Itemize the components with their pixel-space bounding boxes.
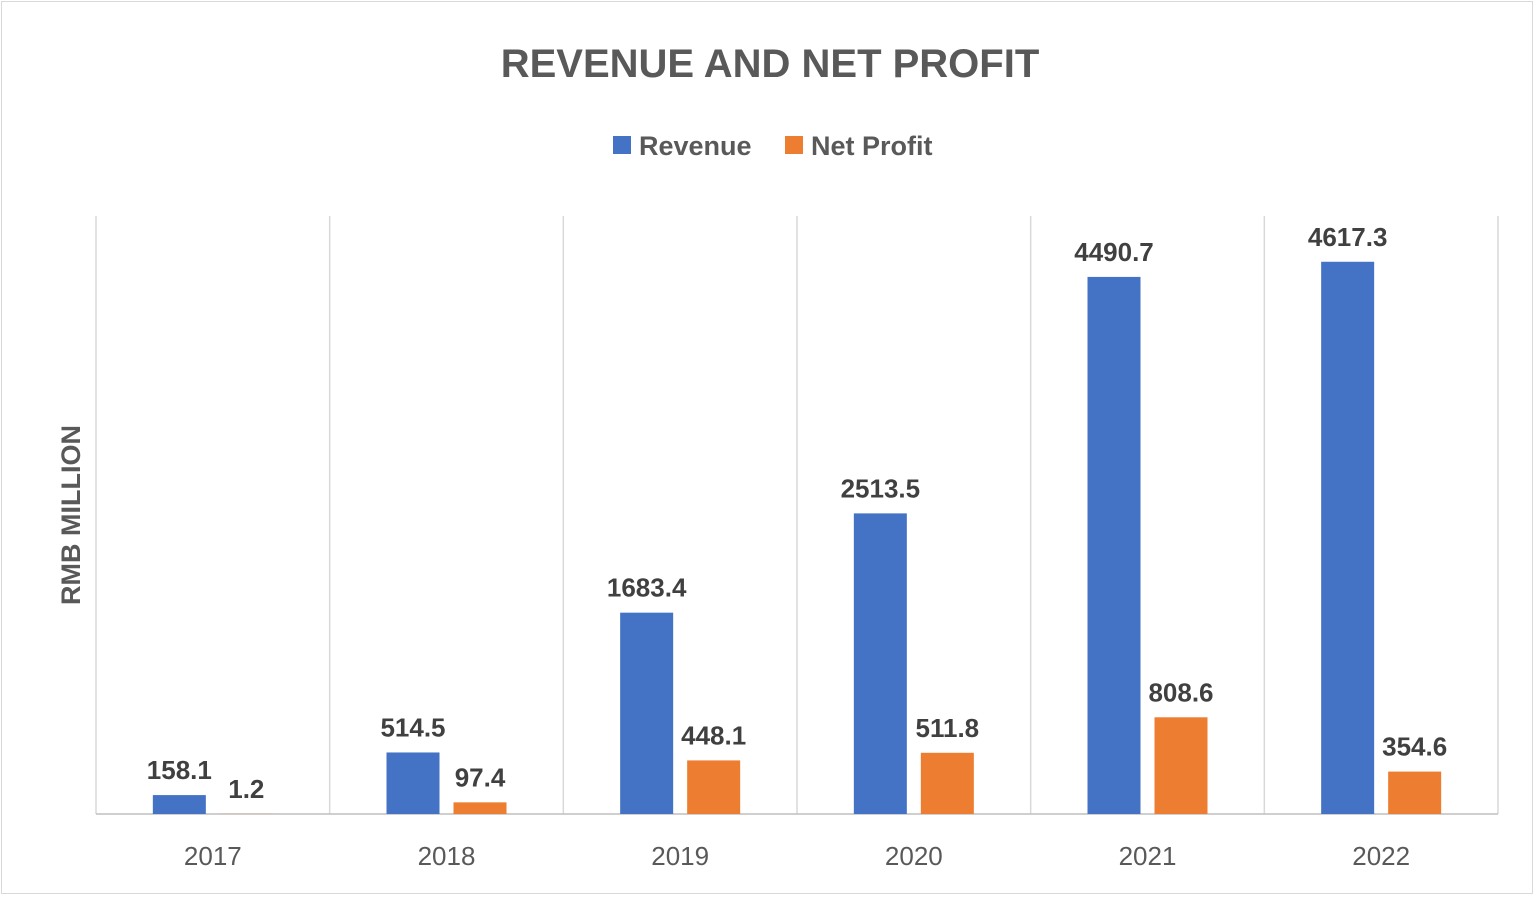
- net-profit-bar: [1388, 772, 1441, 814]
- x-tick-label: 2021: [1119, 841, 1177, 871]
- net-profit-bar: [1155, 717, 1208, 814]
- revenue-bar: [1321, 262, 1374, 814]
- data-label: 97.4: [455, 762, 506, 792]
- data-label: 511.8: [916, 713, 980, 743]
- data-label: 4617.3: [1308, 222, 1388, 252]
- x-tick-label: 2019: [651, 841, 709, 871]
- chart-title: REVENUE AND NET PROFIT: [501, 42, 1040, 86]
- data-label: 2513.5: [841, 473, 921, 503]
- x-tick-label: 2020: [885, 841, 943, 871]
- x-tick-label: 2017: [184, 841, 242, 871]
- legend-swatch-revenue: [613, 136, 631, 154]
- legend-label-revenue: Revenue: [639, 131, 752, 161]
- x-tick-label: 2018: [418, 841, 476, 871]
- data-label: 1683.4: [607, 573, 687, 603]
- legend: Revenue Net Profit: [613, 131, 933, 161]
- revenue-bar: [854, 513, 907, 814]
- legend-label-net-profit: Net Profit: [811, 131, 933, 161]
- revenue-bar: [153, 795, 206, 814]
- data-label: 354.6: [1382, 732, 1447, 762]
- data-label: 4490.7: [1074, 237, 1154, 267]
- revenue-bar: [1088, 277, 1141, 814]
- legend-swatch-net-profit: [785, 136, 803, 154]
- net-profit-bar: [454, 802, 507, 814]
- data-label: 514.5: [380, 712, 445, 742]
- y-axis-label: RMB MILLION: [56, 425, 86, 605]
- plot-area: 2017 158.1 1.2 2018 514.5 97.4 2019 1683.4 448.1…: [96, 216, 1498, 871]
- data-label: 1.2: [228, 774, 264, 804]
- revenue-bar: [620, 613, 673, 814]
- net-profit-bar: [687, 760, 740, 814]
- data-label: 158.1: [147, 755, 212, 785]
- revenue-bar: [387, 752, 440, 814]
- data-label: 448.1: [681, 720, 746, 750]
- net-profit-bar: [921, 753, 974, 814]
- x-tick-label: 2022: [1352, 841, 1410, 871]
- data-label: 808.6: [1148, 677, 1213, 707]
